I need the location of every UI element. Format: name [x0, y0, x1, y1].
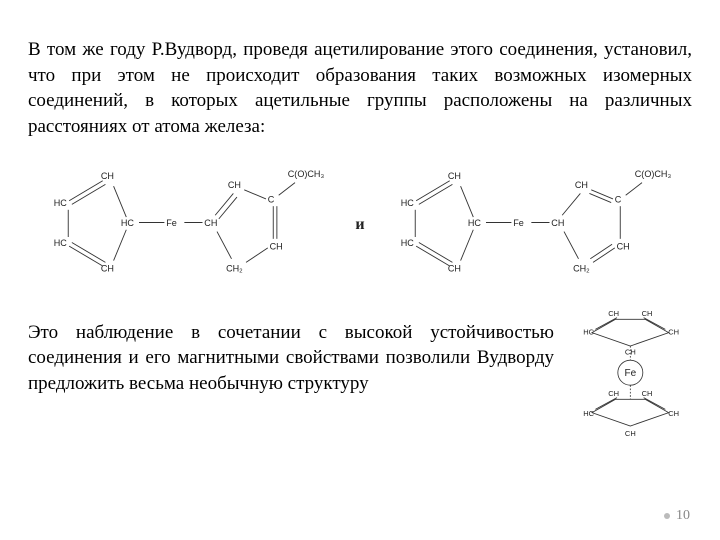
- page-number-value: 10: [676, 508, 690, 524]
- page-dot-icon: [664, 513, 670, 519]
- ch2-label: CH₂: [226, 263, 243, 273]
- fe-center-label: Fe: [624, 368, 636, 379]
- hc-label: HC: [468, 218, 482, 228]
- conjunction-and: и: [345, 216, 375, 234]
- ch-label: CH: [551, 218, 564, 228]
- c-label: C: [268, 194, 275, 204]
- ch-label: CH: [228, 180, 241, 190]
- ferrocene-sandwich-figure: HC CH CH CH CH Fe HC CH CH CH CH: [562, 301, 692, 446]
- c-label: C: [615, 194, 622, 204]
- hc-label: HC: [121, 218, 135, 228]
- fe-label: Fe: [513, 218, 524, 228]
- ch-label: CH: [608, 389, 619, 398]
- ch-label: CH: [575, 180, 588, 190]
- hc-label: HC: [54, 238, 68, 248]
- ch-label: CH: [642, 389, 653, 398]
- ch-label: CH: [617, 241, 630, 251]
- page-number: 10: [664, 508, 690, 524]
- ch-label: CH: [270, 241, 283, 251]
- ch-label: CH: [204, 218, 217, 228]
- ch-label: CH: [448, 263, 461, 273]
- ch-label: CH: [101, 263, 114, 273]
- paragraph-2: Это наблюдение в сочетании с высокой уст…: [28, 320, 554, 397]
- ch-label: CH: [668, 409, 679, 418]
- hc-label: HC: [54, 198, 68, 208]
- paragraph-1: В том же году Р.Вудворд, проведя ацетили…: [28, 37, 692, 140]
- fe-label: Fe: [166, 218, 177, 228]
- ch-label: CH: [448, 171, 461, 181]
- ch-label: CH: [625, 429, 636, 438]
- acyl-label: C(O)CH₃: [635, 169, 672, 179]
- ch-label: CH: [668, 327, 679, 336]
- hc-label: HC: [401, 198, 415, 208]
- ch-label: CH: [101, 171, 114, 181]
- acyl-label: C(O)CH₃: [288, 169, 325, 179]
- hc-label: HC: [401, 238, 415, 248]
- ch-label: HC: [583, 409, 594, 418]
- left-isomer-figure: CH HC HC CH HC Fe CH CH C CH CH₂ C(O)CH₃: [28, 159, 345, 291]
- lower-row: Это наблюдение в сочетании с высокой уст…: [28, 301, 692, 446]
- ch-label: CH: [625, 347, 636, 356]
- slide: В том же году Р.Вудворд, проведя ацетили…: [0, 0, 720, 540]
- right-isomer-figure: CH HC HC CH HC Fe CH CH C CH CH₂ C(O)CH₃: [375, 159, 692, 291]
- ch2-label: CH₂: [573, 263, 590, 273]
- ch-label: CH: [642, 309, 653, 318]
- ch-label: CH: [608, 309, 619, 318]
- ch-label: HC: [583, 327, 594, 336]
- isomer-figures-row: CH HC HC CH HC Fe CH CH C CH CH₂ C(O)CH₃…: [28, 159, 692, 291]
